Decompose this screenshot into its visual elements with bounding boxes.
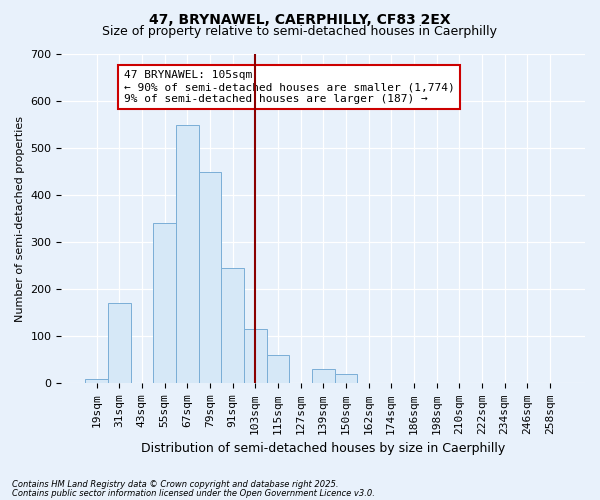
Bar bbox=[221, 268, 244, 384]
Bar bbox=[108, 304, 131, 384]
Y-axis label: Number of semi-detached properties: Number of semi-detached properties bbox=[15, 116, 25, 322]
Bar bbox=[85, 378, 108, 384]
Bar bbox=[176, 124, 199, 384]
Bar bbox=[266, 355, 289, 384]
X-axis label: Distribution of semi-detached houses by size in Caerphilly: Distribution of semi-detached houses by … bbox=[141, 442, 505, 455]
Bar bbox=[312, 370, 335, 384]
Bar bbox=[335, 374, 357, 384]
Text: 47 BRYNAWEL: 105sqm
← 90% of semi-detached houses are smaller (1,774)
9% of semi: 47 BRYNAWEL: 105sqm ← 90% of semi-detach… bbox=[124, 70, 454, 104]
Text: Contains HM Land Registry data © Crown copyright and database right 2025.: Contains HM Land Registry data © Crown c… bbox=[12, 480, 338, 489]
Bar bbox=[244, 330, 266, 384]
Text: 47, BRYNAWEL, CAERPHILLY, CF83 2EX: 47, BRYNAWEL, CAERPHILLY, CF83 2EX bbox=[149, 12, 451, 26]
Bar bbox=[153, 224, 176, 384]
Bar bbox=[199, 172, 221, 384]
Text: Size of property relative to semi-detached houses in Caerphilly: Size of property relative to semi-detach… bbox=[103, 25, 497, 38]
Text: Contains public sector information licensed under the Open Government Licence v3: Contains public sector information licen… bbox=[12, 488, 375, 498]
